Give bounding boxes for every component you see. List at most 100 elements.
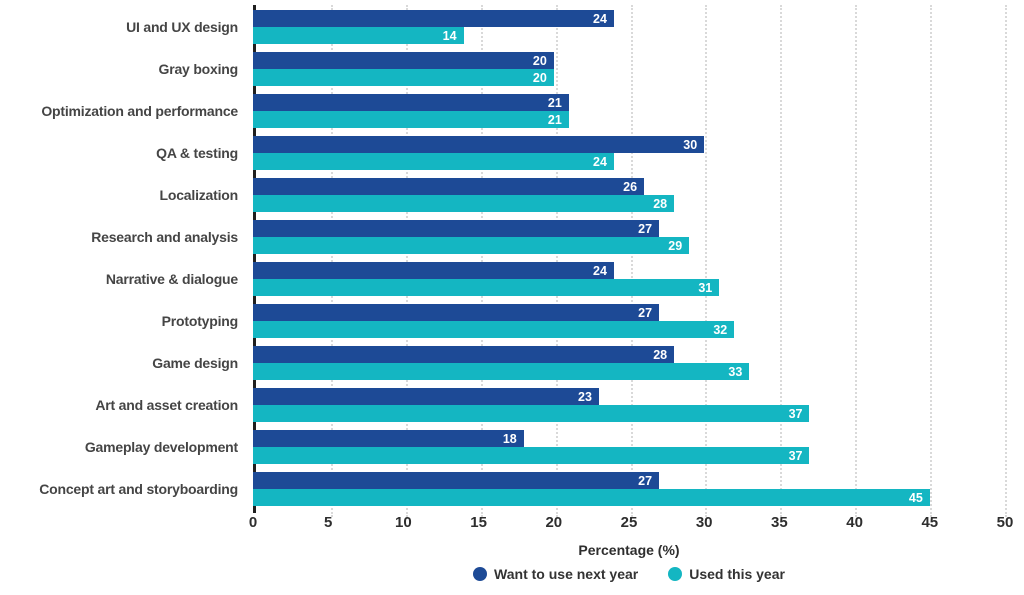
category-row: Gameplay development 18 37 <box>0 426 1005 468</box>
category-label: Gray boxing <box>158 61 239 77</box>
bar-used-this-year: 32 <box>253 321 735 338</box>
category-bars: 23 37 <box>253 384 1005 426</box>
category-label: Narrative & dialogue <box>105 271 238 287</box>
bar-want-next-year: 26 <box>253 178 645 195</box>
gridline <box>330 5 333 517</box>
category-row: UI and UX design 24 14 <box>0 6 1005 48</box>
bar-value-label: 24 <box>593 263 607 278</box>
category-bars: 21 21 <box>253 90 1005 132</box>
x-tick-label: 10 <box>395 514 412 531</box>
legend: Want to use next year Used this year <box>253 566 1005 582</box>
bar-used-this-year: 45 <box>253 489 930 506</box>
legend-item: Used this year <box>668 566 785 582</box>
x-tick-label: 35 <box>771 514 788 531</box>
category-bars: 27 45 <box>253 468 1005 510</box>
category-row: Art and asset creation 23 37 <box>0 384 1005 426</box>
category-bars: 18 37 <box>253 426 1005 468</box>
category-row: Localization 26 28 <box>0 174 1005 216</box>
category-row: Game design 28 33 <box>0 342 1005 384</box>
bar-value-label: 14 <box>442 28 457 43</box>
bar-want-next-year: 23 <box>253 388 599 405</box>
bar-value-label: 20 <box>532 70 547 85</box>
category-label: Research and analysis <box>91 229 238 245</box>
chart-rows: UI and UX design 24 14 Gray boxing 20 20 Optim… <box>0 6 1005 510</box>
bar-used-this-year: 33 <box>253 363 750 380</box>
bar-want-next-year: 21 <box>253 94 569 111</box>
bar-value-label: 27 <box>638 221 653 236</box>
bar-value-label: 20 <box>532 53 547 68</box>
x-tick-label: 5 <box>324 514 333 531</box>
bar-value-label: 23 <box>578 389 592 404</box>
category-row: Gray boxing 20 20 <box>0 48 1005 90</box>
bar-want-next-year: 24 <box>253 10 614 27</box>
bar-value-label: 32 <box>713 322 728 337</box>
x-axis-ticks: 0 5 10 15 20 25 30 35 40 45 50 <box>249 514 1014 534</box>
bar-value-label: 37 <box>788 448 803 463</box>
bar-used-this-year: 37 <box>253 447 810 464</box>
bar-value-label: 21 <box>547 95 562 110</box>
category-bars: 24 31 <box>253 258 1005 300</box>
gridline <box>855 5 858 517</box>
category-label: Optimization and performance <box>41 103 238 119</box>
bar-want-next-year: 28 <box>253 346 675 363</box>
bar-used-this-year: 28 <box>253 195 675 212</box>
bar-want-next-year: 18 <box>253 430 524 447</box>
category-label: Gameplay development <box>84 439 238 455</box>
category-bars: 30 24 <box>253 132 1005 174</box>
category-label: UI and UX design <box>126 19 238 35</box>
category-bars: 24 14 <box>253 6 1005 48</box>
category-bars: 20 20 <box>253 48 1005 90</box>
bar-used-this-year: 37 <box>253 405 810 422</box>
bar-value-label: 37 <box>788 406 803 421</box>
legend-item-label: Used this year <box>689 566 785 582</box>
gridline <box>480 5 483 517</box>
category-bars: 27 32 <box>253 300 1005 342</box>
bar-value-label: 28 <box>653 347 668 362</box>
bar-value-label: 45 <box>908 490 923 505</box>
x-tick-label: 25 <box>620 514 638 531</box>
bar-value-label: 31 <box>698 280 713 295</box>
category-label: Concept art and storyboarding <box>39 481 238 497</box>
category-row: Concept art and storyboarding 27 45 <box>0 468 1005 510</box>
gridline <box>930 5 933 517</box>
legend-item: Want to use next year <box>473 566 638 582</box>
bar-value-label: 33 <box>728 364 743 379</box>
gridline <box>405 5 408 517</box>
x-tick-label: 30 <box>695 514 713 531</box>
gridline <box>555 5 558 517</box>
bar-used-this-year: 31 <box>253 279 720 296</box>
bar-value-label: 18 <box>502 431 517 446</box>
legend-circle-icon <box>668 567 683 581</box>
bar-want-next-year: 30 <box>253 136 705 153</box>
bar-want-next-year: 20 <box>253 52 554 69</box>
category-label: Game design <box>152 355 238 371</box>
x-tick-label: 20 <box>545 514 563 531</box>
x-tick-label: 45 <box>921 514 939 531</box>
bar-used-this-year: 21 <box>253 111 569 128</box>
category-label: Art and asset creation <box>95 397 238 413</box>
category-row: Optimization and performance 21 21 <box>0 90 1005 132</box>
gridline <box>1005 5 1007 517</box>
category-label: QA & testing <box>156 145 238 161</box>
bar-used-this-year: 29 <box>253 237 690 254</box>
bar-value-label: 27 <box>638 305 653 320</box>
x-tick-label: 0 <box>248 514 258 531</box>
bar-used-this-year: 20 <box>253 69 554 86</box>
bar-want-next-year: 27 <box>253 220 660 237</box>
legend-item-label: Want to use next year <box>494 566 639 582</box>
category-bars: 28 33 <box>253 342 1005 384</box>
bar-used-this-year: 24 <box>253 153 614 170</box>
legend-circle-icon <box>473 567 488 581</box>
bar-value-label: 27 <box>638 473 653 488</box>
bar-used-this-year: 14 <box>253 27 464 44</box>
bar-value-label: 28 <box>653 196 668 211</box>
bar-value-label: 26 <box>623 179 638 194</box>
gridline <box>630 5 633 517</box>
category-row: QA & testing 30 24 <box>0 132 1005 174</box>
x-tick-label: 50 <box>996 514 1014 531</box>
gridline <box>705 5 708 517</box>
x-tick-label: 15 <box>470 514 487 531</box>
x-axis-label: Percentage (%) <box>578 542 680 558</box>
category-row: Research and analysis 27 29 <box>0 216 1005 258</box>
category-label: Prototyping <box>161 313 239 329</box>
